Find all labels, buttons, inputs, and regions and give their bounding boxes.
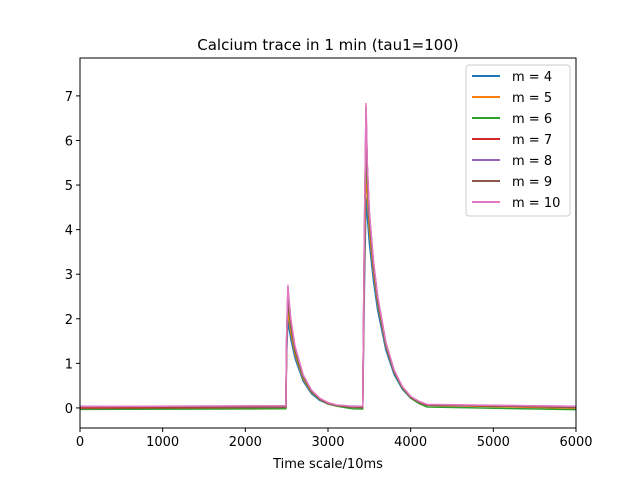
y-tick-label: 4 xyxy=(65,224,73,239)
y-tick-label: 2 xyxy=(65,313,73,328)
x-tick-label: 1000 xyxy=(146,435,179,450)
legend-label: m = 8 xyxy=(512,154,552,169)
legend-label: m = 4 xyxy=(512,70,552,85)
chart-title: Calcium trace in 1 min (tau1=100) xyxy=(197,36,458,54)
x-tick-label: 3000 xyxy=(311,435,344,450)
y-tick-label: 5 xyxy=(65,179,73,194)
legend-label: m = 7 xyxy=(512,133,552,148)
x-tick-label: 0 xyxy=(76,435,84,450)
legend-label: m = 10 xyxy=(512,196,560,211)
legend-box xyxy=(465,64,571,217)
legend-label: m = 9 xyxy=(512,175,552,190)
legend-label: m = 5 xyxy=(512,91,552,106)
x-axis-label: Time scale/10ms xyxy=(272,457,383,472)
x-tick-label: 2000 xyxy=(229,435,262,450)
y-tick-label: 3 xyxy=(65,268,73,283)
x-tick-label: 6000 xyxy=(559,435,592,450)
y-tick-label: 1 xyxy=(65,357,73,372)
legend-label: m = 6 xyxy=(512,112,552,127)
series-layer xyxy=(79,102,577,411)
y-tick-label: 7 xyxy=(65,90,73,105)
y-tick-label: 6 xyxy=(65,134,73,149)
x-tick-label: 5000 xyxy=(477,435,510,450)
x-tick-label: 4000 xyxy=(394,435,427,450)
y-tick-label: 0 xyxy=(65,402,73,417)
x-axis: 0 1000 2000 3000 4000 5000 6000 xyxy=(76,428,593,450)
legend: m = 4 m = 5 m = 6 m = 7 m = 8 m = 9 m = … xyxy=(465,64,571,217)
series-line-7 xyxy=(79,102,577,408)
y-axis: 0 1 2 3 4 5 6 7 xyxy=(65,90,80,417)
